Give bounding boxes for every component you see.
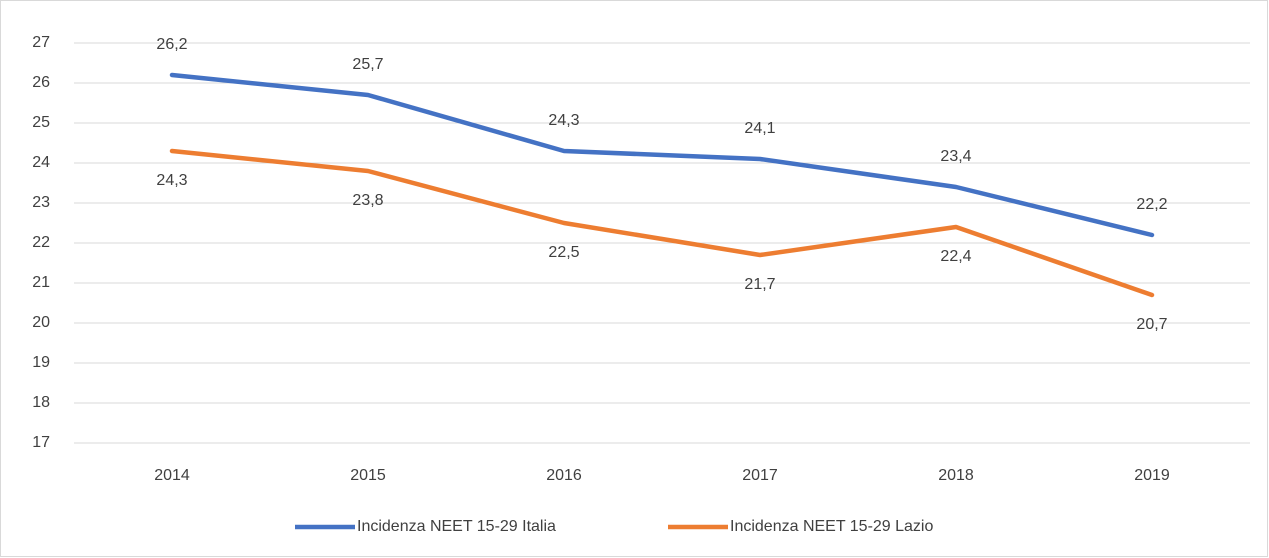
series-line bbox=[169, 148, 1155, 298]
x-tick-label: 2016 bbox=[546, 467, 582, 484]
y-tick-label: 20 bbox=[32, 314, 50, 331]
y-tick-label: 26 bbox=[32, 74, 50, 91]
y-tick-label: 21 bbox=[32, 274, 50, 291]
x-tick-label: 2018 bbox=[938, 467, 974, 484]
data-label: 23,4 bbox=[940, 148, 971, 165]
data-label: 21,7 bbox=[744, 276, 775, 293]
x-tick-label: 2015 bbox=[350, 467, 386, 484]
y-tick-label: 25 bbox=[32, 114, 50, 131]
y-tick-label: 22 bbox=[32, 234, 50, 251]
y-tick-label: 24 bbox=[32, 154, 50, 171]
data-label: 23,8 bbox=[352, 192, 383, 209]
legend-label: Incidenza NEET 15-29 Italia bbox=[357, 518, 556, 535]
y-tick-label: 17 bbox=[32, 434, 50, 451]
data-label: 24,3 bbox=[156, 172, 187, 189]
data-label: 22,4 bbox=[940, 248, 971, 265]
y-tick-label: 27 bbox=[32, 34, 50, 51]
y-tick-label: 19 bbox=[32, 354, 50, 371]
data-label: 24,1 bbox=[744, 120, 775, 137]
x-tick-label: 2017 bbox=[742, 467, 778, 484]
y-tick-label: 23 bbox=[32, 194, 50, 211]
series-line bbox=[169, 72, 1155, 238]
x-tick-label: 2019 bbox=[1134, 467, 1170, 484]
data-label: 26,2 bbox=[156, 36, 187, 53]
data-label: 22,2 bbox=[1136, 196, 1167, 213]
x-tick-label: 2014 bbox=[154, 467, 190, 484]
data-label: 25,7 bbox=[352, 56, 383, 73]
data-label: 20,7 bbox=[1136, 316, 1167, 333]
legend-label: Incidenza NEET 15-29 Lazio bbox=[730, 518, 933, 535]
y-tick-label: 18 bbox=[32, 394, 50, 411]
data-label: 22,5 bbox=[548, 244, 579, 261]
data-label: 24,3 bbox=[548, 112, 579, 129]
